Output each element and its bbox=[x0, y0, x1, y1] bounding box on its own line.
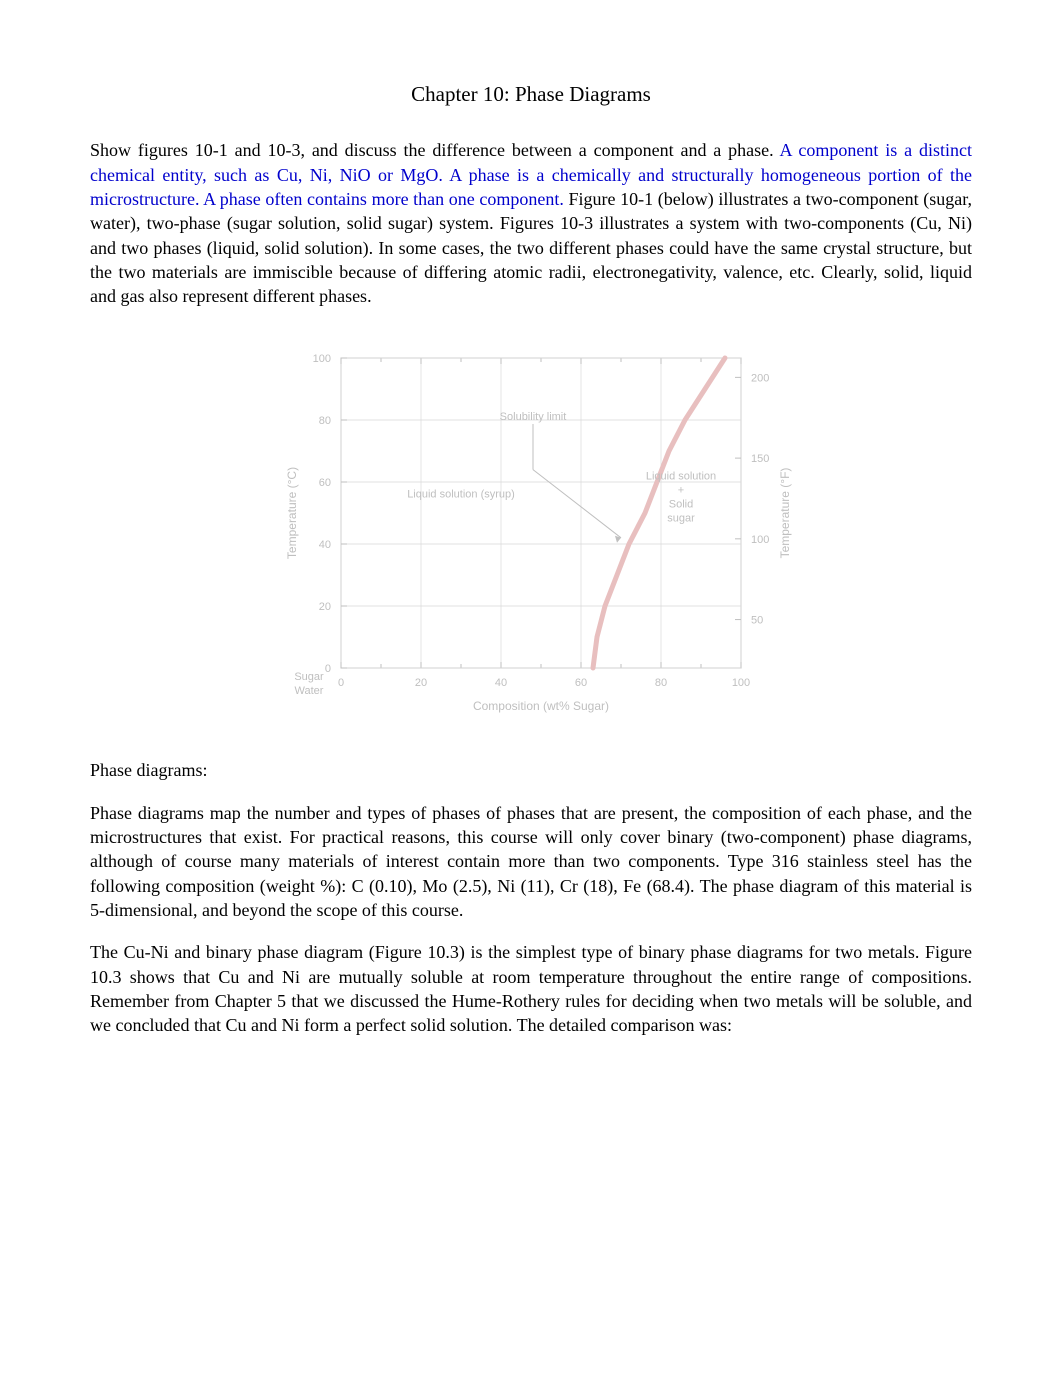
paragraph-2: Phase diagrams map the number and types … bbox=[90, 801, 972, 922]
para1-lead: Show figures 10-1 and 10-3, and discuss … bbox=[90, 140, 780, 160]
svg-text:Liquid solution (syrup): Liquid solution (syrup) bbox=[407, 489, 515, 501]
svg-text:100: 100 bbox=[313, 353, 331, 365]
svg-text:60: 60 bbox=[575, 677, 587, 689]
solubility-chart: 0 20 40 60 80 100 0 20 40 60 80 100 50 100 150 200 Compo… bbox=[251, 328, 811, 728]
svg-text:+: + bbox=[678, 485, 684, 497]
svg-text:0: 0 bbox=[325, 663, 331, 675]
svg-text:Liquid solution: Liquid solution bbox=[646, 471, 716, 483]
svg-text:Temperature (°C): Temperature (°C) bbox=[285, 467, 299, 559]
svg-text:sugar: sugar bbox=[667, 513, 695, 525]
svg-text:80: 80 bbox=[319, 415, 331, 427]
svg-text:40: 40 bbox=[495, 677, 507, 689]
svg-text:200: 200 bbox=[751, 373, 769, 385]
svg-text:Sugar: Sugar bbox=[294, 671, 324, 683]
svg-text:50: 50 bbox=[751, 615, 763, 627]
svg-text:0: 0 bbox=[338, 677, 344, 689]
svg-text:40: 40 bbox=[319, 539, 331, 551]
svg-text:20: 20 bbox=[319, 601, 331, 613]
chart-svg: 0 20 40 60 80 100 0 20 40 60 80 100 50 100 150 200 Compo… bbox=[251, 328, 811, 728]
page-title: Chapter 10: Phase Diagrams bbox=[90, 80, 972, 108]
svg-text:Composition (wt% Sugar): Composition (wt% Sugar) bbox=[473, 699, 609, 713]
paragraph-3: The Cu-Ni and binary phase diagram (Figu… bbox=[90, 940, 972, 1037]
svg-text:20: 20 bbox=[415, 677, 427, 689]
svg-text:Solid: Solid bbox=[669, 499, 693, 511]
svg-text:80: 80 bbox=[655, 677, 667, 689]
svg-text:100: 100 bbox=[732, 677, 750, 689]
svg-text:60: 60 bbox=[319, 477, 331, 489]
svg-text:100: 100 bbox=[751, 534, 769, 546]
svg-text:Solubility limit: Solubility limit bbox=[500, 411, 567, 423]
svg-text:Temperature (°F): Temperature (°F) bbox=[778, 468, 792, 559]
svg-text:Water: Water bbox=[295, 685, 324, 697]
paragraph-1: Show figures 10-1 and 10-3, and discuss … bbox=[90, 138, 972, 308]
section-heading: Phase diagrams: bbox=[90, 758, 972, 782]
svg-text:150: 150 bbox=[751, 454, 769, 466]
